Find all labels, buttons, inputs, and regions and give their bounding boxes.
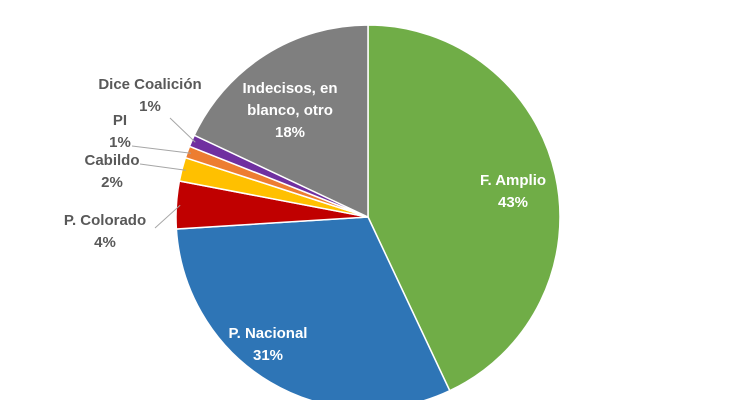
slice-label: Dice Coalición 1%	[85, 74, 215, 118]
value-label: 4%	[94, 234, 116, 251]
value-label: 18%	[274, 124, 306, 141]
value-label: 31%	[252, 347, 284, 364]
value-label: 43%	[497, 194, 529, 211]
slice-label: Cabildo 2%	[62, 150, 162, 194]
slice-label: PI 1%	[90, 110, 150, 154]
slice-label: F. Amplio 43%	[453, 170, 573, 214]
leader-line	[139, 163, 186, 171]
value-label: 2%	[101, 174, 123, 191]
category-label: Cabildo	[84, 152, 140, 169]
value-label: 1%	[109, 134, 131, 151]
category-label: Indecisos, en blanco, otro	[242, 80, 338, 119]
category-label: P. Nacional	[228, 325, 308, 342]
slice-label: P. Colorado 4%	[45, 210, 165, 254]
category-label: Dice Coalición	[98, 76, 202, 93]
pie-slice	[175, 216, 451, 400]
pie-slice	[193, 24, 369, 219]
slice-label: Indecisos, en blanco, otro 18%	[230, 78, 350, 144]
value-label: 1%	[139, 98, 161, 115]
leader-line	[154, 204, 181, 229]
slice-label: P. Nacional 31%	[208, 323, 328, 367]
category-label: F. Amplio	[479, 172, 547, 189]
leader-line	[169, 117, 196, 143]
pie-slice	[367, 24, 561, 392]
leader-line	[131, 145, 192, 154]
category-label: PI	[112, 112, 128, 129]
category-label: P. Colorado	[63, 212, 147, 229]
